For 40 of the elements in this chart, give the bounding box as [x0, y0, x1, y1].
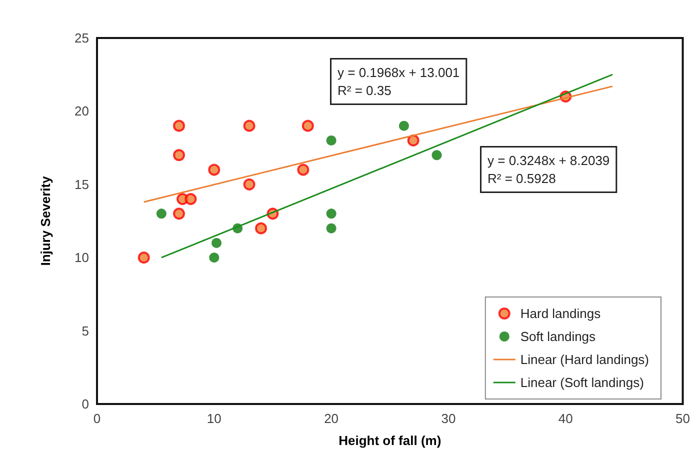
point [209, 252, 220, 263]
legend-label: Hard landings [520, 306, 602, 321]
x-tick-label: 10 [206, 411, 222, 426]
point [302, 120, 314, 132]
point [326, 223, 336, 234]
point [243, 120, 256, 132]
legend-label: Soft landings [520, 329, 596, 344]
y-tick-label: 15 [74, 176, 89, 192]
point [326, 208, 336, 219]
point [432, 150, 442, 160]
point [173, 208, 186, 220]
y-axis-title: Injury Severity [38, 175, 53, 266]
point [398, 120, 409, 131]
x-tick-label: 20 [324, 411, 339, 426]
point [138, 252, 150, 264]
point [326, 135, 336, 146]
legend-label: Linear (Soft landings) [520, 375, 644, 390]
y-tick-label: 20 [74, 104, 89, 119]
x-axis-title: Height of fall (m) [338, 433, 442, 448]
y-tick-label: 10 [74, 250, 89, 266]
point [173, 120, 186, 132]
x-tick-label: 50 [676, 411, 690, 426]
annotation: y = 0.3248x + 8.2039 R² = 0.5928 [488, 153, 610, 186]
point [156, 208, 166, 219]
point [173, 149, 186, 162]
y-tick-label: 25 [74, 30, 89, 46]
annotation: y = 0.1968x + 13.001 R² = 0.35 [338, 65, 460, 98]
point [407, 134, 420, 146]
point [208, 164, 220, 176]
legend-label: Linear (Hard landings) [520, 352, 649, 367]
x-tick-label: 30 [441, 411, 456, 426]
y-tick-label: 0 [82, 396, 89, 412]
point [297, 164, 310, 176]
x-tick-label: 0 [93, 411, 101, 426]
point [212, 238, 222, 248]
point [243, 178, 256, 190]
point [184, 193, 197, 206]
y-tick-label: 5 [82, 323, 89, 338]
x-tick-label: 40 [558, 411, 573, 426]
point [255, 222, 268, 234]
